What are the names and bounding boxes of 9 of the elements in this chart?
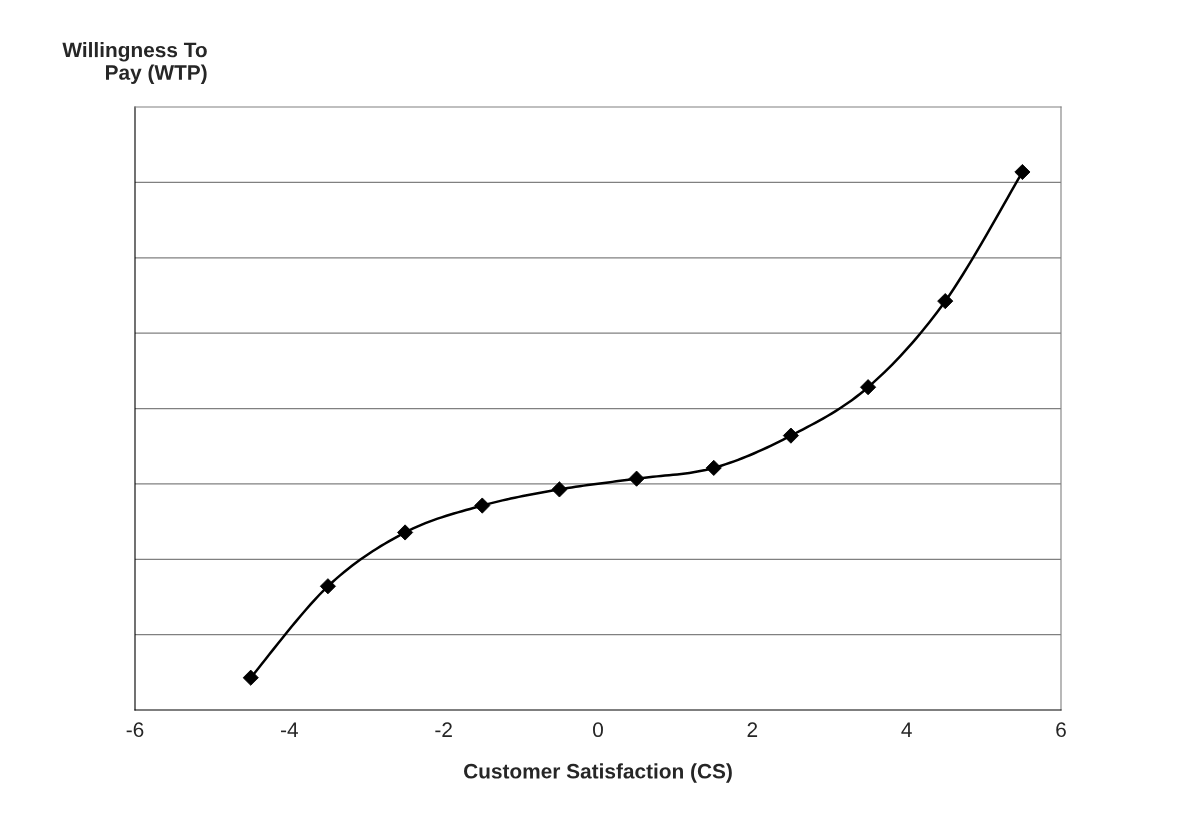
x-tick-label: 4: [901, 722, 912, 737]
x-tick-label: 6: [1056, 722, 1066, 738]
x-tick-label: -6: [126, 722, 144, 738]
x-tick-label: -2: [435, 722, 452, 737]
x-tick-label: -4: [281, 722, 298, 737]
x-axis-title: Customer Satisfaction (CS): [464, 763, 732, 783]
y-axis-title: Willingness To Pay (WTP): [62, 42, 207, 84]
x-tick-label: 2: [747, 722, 758, 737]
x-tick-label: 0: [593, 722, 603, 738]
